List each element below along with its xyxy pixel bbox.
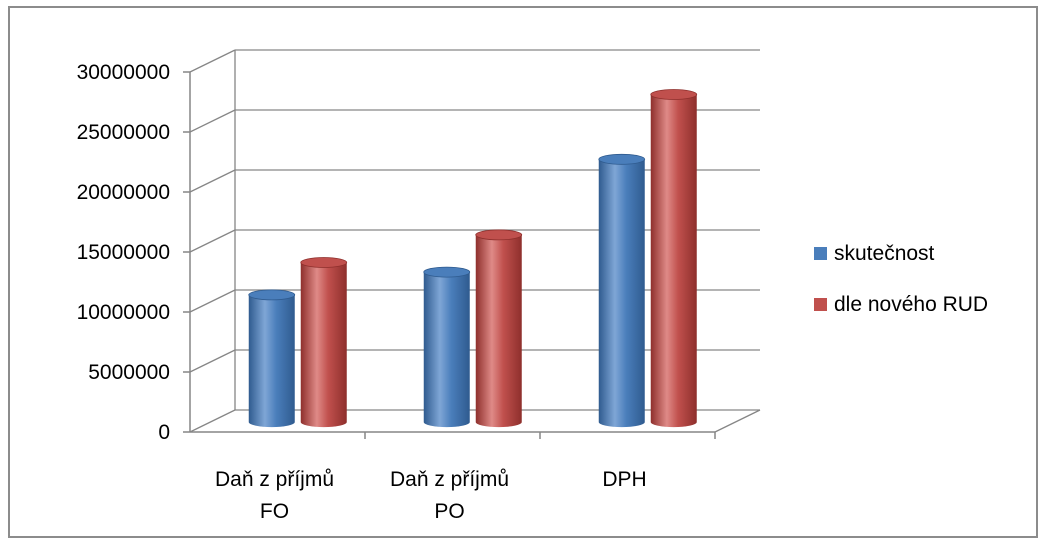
bar-top: [650, 89, 698, 100]
y-axis-tick-labels: 0 5000000 10000000 15000000 20000000 25000000…: [77, 61, 170, 444]
y-tick-label: 25000000: [77, 121, 170, 144]
side-wall-gridline: [189, 409, 236, 433]
axes: [183, 71, 716, 439]
y-tick-label: 0: [158, 421, 170, 444]
bar-top: [248, 289, 296, 301]
y-tick-label: 10000000: [77, 301, 170, 324]
x-category-label: DPH: [602, 468, 646, 491]
bar-top: [598, 153, 646, 165]
legend-label: dle nového RUD: [834, 293, 988, 316]
side-wall-gridline: [189, 109, 236, 133]
side-wall-gridline: [189, 349, 236, 373]
side-wall-gridline: [189, 289, 236, 313]
floor-edge: [714, 409, 761, 433]
bar-body: [300, 262, 347, 428]
bar-skutecnost: [598, 153, 646, 428]
side-wall-gridline: [189, 49, 236, 73]
legend-label: skutečnost: [834, 242, 935, 265]
x-category-label: Daň z příjmů: [215, 468, 334, 491]
bar-dle-noveho-rud: [475, 229, 523, 428]
legend: skutečnost dle nového RUD: [814, 242, 988, 316]
bar-dle-noveho-rud: [300, 257, 348, 428]
legend-swatch: [814, 247, 827, 260]
side-wall-gridline: [189, 169, 236, 193]
bar-body: [650, 94, 697, 428]
y-tick-label: 20000000: [77, 181, 170, 204]
y-tick-label: 5000000: [88, 361, 170, 384]
bar-dle-noveho-rud: [650, 89, 698, 428]
y-tick-label: 15000000: [77, 241, 170, 264]
bar-skutecnost: [423, 266, 471, 428]
bars: [248, 89, 698, 428]
y-tick-label: 30000000: [77, 61, 170, 84]
bar-body: [423, 272, 470, 428]
chart-frame: 0 5000000 10000000 15000000 20000000 25000000…: [8, 6, 1038, 538]
bar-top: [423, 266, 471, 278]
bar-body: [248, 294, 295, 428]
x-category-label: Daň z příjmů: [390, 468, 509, 491]
bar-chart: 0 5000000 10000000 15000000 20000000 25000000…: [77, 49, 988, 523]
bar-top: [300, 257, 348, 268]
side-wall-gridline: [189, 229, 236, 253]
bar-skutecnost: [248, 289, 296, 428]
bar-body: [598, 159, 645, 428]
legend-swatch: [814, 298, 827, 311]
x-axis-category-labels: Daň z příjmů FO Daň z příjmů PO DPH: [215, 468, 647, 523]
bar-body: [475, 234, 522, 428]
x-category-label: FO: [260, 500, 289, 523]
bar-top: [475, 229, 523, 241]
x-category-label: PO: [434, 500, 464, 523]
